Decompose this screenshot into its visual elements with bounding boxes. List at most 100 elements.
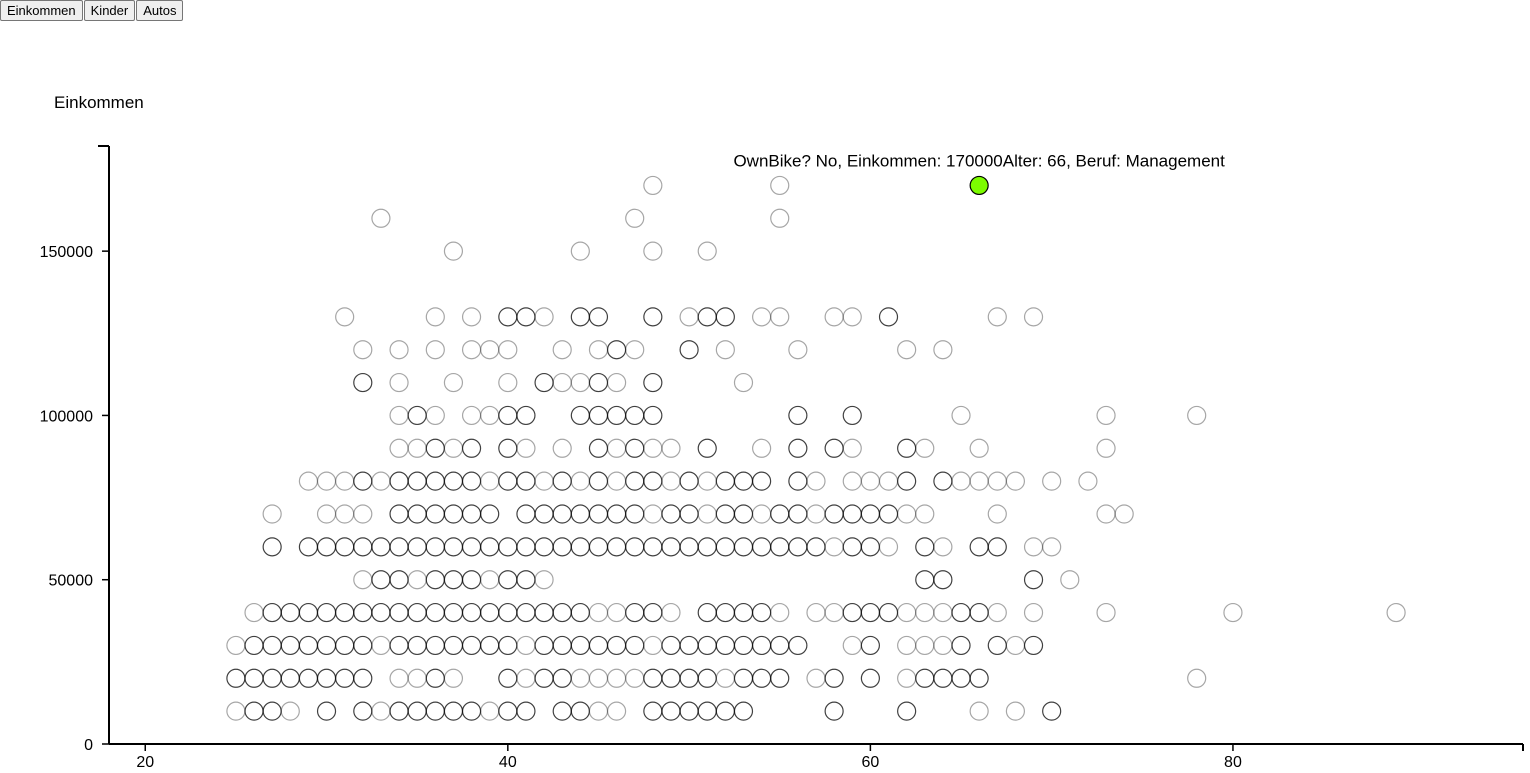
data-point — [679, 471, 699, 491]
data-point — [824, 438, 844, 458]
data-point — [1005, 701, 1026, 721]
data-point — [697, 471, 717, 491]
y-tick-label: 150000 — [40, 244, 93, 261]
data-point — [661, 668, 681, 688]
data-point — [552, 340, 572, 360]
data-point — [570, 537, 590, 557]
data-point — [915, 602, 935, 623]
data-point — [897, 701, 917, 721]
data-point — [480, 602, 500, 623]
data-point — [389, 537, 409, 557]
data-point — [1096, 438, 1116, 458]
data-point — [480, 340, 500, 360]
data-point — [679, 307, 699, 327]
data-point — [987, 602, 1007, 623]
data-point — [679, 635, 699, 656]
data-point — [516, 405, 536, 426]
data-point — [752, 537, 772, 557]
data-point — [679, 504, 699, 524]
data-point — [625, 340, 645, 360]
data-point — [643, 537, 663, 557]
data-point — [316, 471, 337, 491]
data-point — [933, 570, 953, 590]
data-point — [1386, 602, 1406, 623]
data-point — [534, 372, 554, 393]
data-point — [244, 668, 264, 688]
data-point — [316, 701, 337, 721]
data-point — [697, 307, 717, 327]
data-point — [1187, 668, 1207, 688]
data-point — [588, 668, 609, 688]
data-point — [733, 471, 754, 491]
data-point — [588, 602, 609, 623]
data-point — [244, 701, 264, 721]
data-point — [643, 405, 663, 426]
data-point — [752, 668, 772, 688]
data-point — [407, 668, 427, 688]
data-point — [1042, 471, 1062, 491]
data-point — [697, 241, 717, 261]
data-point — [842, 471, 862, 491]
data-point — [389, 372, 409, 393]
data-point — [570, 701, 590, 721]
data-point — [262, 701, 282, 721]
data-point — [788, 438, 808, 458]
data-point — [552, 471, 572, 491]
data-point — [806, 471, 826, 491]
data-point — [570, 635, 590, 656]
data-point — [498, 701, 518, 721]
data-point — [353, 570, 373, 590]
data-point — [389, 635, 409, 656]
data-point — [915, 635, 935, 656]
data-point — [643, 504, 663, 524]
data-point — [389, 471, 409, 491]
data-point — [1223, 602, 1243, 623]
data-point — [443, 372, 464, 393]
data-point — [443, 602, 464, 623]
data-point — [588, 340, 609, 360]
data-point — [407, 701, 427, 721]
data-point — [316, 635, 337, 656]
data-point — [480, 635, 500, 656]
data-point — [335, 307, 355, 327]
data-point — [534, 537, 554, 557]
einkommen-button[interactable]: Einkommen — [0, 0, 83, 21]
data-point — [516, 570, 536, 590]
data-point — [951, 668, 971, 688]
data-point — [516, 602, 536, 623]
data-point — [715, 701, 735, 721]
x-tick-label: 20 — [136, 754, 154, 771]
data-point — [842, 602, 862, 623]
data-point — [951, 635, 971, 656]
data-point — [770, 668, 790, 688]
data-point — [570, 241, 590, 261]
data-point — [824, 668, 844, 688]
data-point — [661, 701, 681, 721]
data-point — [897, 471, 917, 491]
data-point — [552, 602, 572, 623]
autos-button[interactable]: Autos — [136, 0, 184, 21]
data-point — [643, 602, 663, 623]
x-tick-label: 40 — [499, 754, 517, 771]
data-point — [715, 537, 735, 557]
data-point — [897, 602, 917, 623]
kinder-button[interactable]: Kinder — [83, 0, 136, 21]
data-point — [788, 471, 808, 491]
data-point — [244, 635, 264, 656]
data-point — [643, 635, 663, 656]
data-point — [860, 635, 880, 656]
data-point — [606, 405, 627, 426]
data-point — [335, 471, 355, 491]
data-point — [697, 602, 717, 623]
data-point — [516, 537, 536, 557]
data-point — [353, 701, 373, 721]
data-point — [606, 701, 627, 721]
data-point — [461, 504, 482, 524]
data-point — [1060, 570, 1080, 590]
data-point — [226, 701, 246, 721]
data-point — [425, 668, 445, 688]
data-point — [643, 471, 663, 491]
data-point — [534, 471, 554, 491]
data-point — [697, 635, 717, 656]
data-point — [661, 504, 681, 524]
